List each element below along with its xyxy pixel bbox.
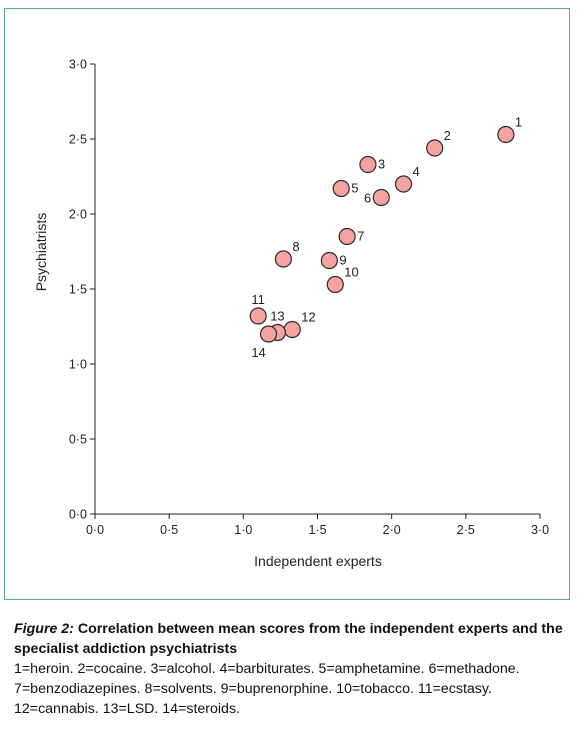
x-tick-label: 2·5: [457, 523, 475, 537]
data-point-9: [320, 251, 338, 270]
data-label-13: 13: [270, 309, 284, 324]
data-point-2: [426, 139, 444, 157]
data-label-2: 2: [444, 128, 451, 143]
caption-figure-label: Figure 2:: [14, 621, 74, 637]
y-tick-label: 0·0: [69, 508, 87, 522]
data-point-7: [338, 227, 356, 246]
ticks: 0·00·0 0·5 0·5 1·0 1·0 1·5 1·5 2·0 2·0 2·5 2·5 3·0 3…: [69, 58, 549, 538]
x-tick-label: 1·5: [308, 523, 326, 537]
y-tick-label: 2·0: [69, 208, 87, 222]
data-label-11: 11: [251, 292, 265, 307]
data-label-1: 1: [515, 115, 522, 130]
data-label-9: 9: [339, 253, 346, 268]
data-label-10: 10: [344, 265, 358, 280]
figure-caption: Figure 2: Correlation between mean score…: [14, 619, 574, 719]
data-point-10: [326, 275, 344, 294]
data-label-7: 7: [357, 229, 364, 244]
data-point-8: [274, 250, 292, 268]
x-tick-label: 3·0: [531, 523, 549, 537]
data-point-3: [359, 155, 377, 174]
y-tick-label: 2·5: [69, 133, 87, 147]
y-tick-label: 1·0: [69, 358, 87, 372]
data-point-6: [372, 188, 390, 207]
x-tick-label: 0·0: [86, 523, 104, 537]
x-tick-label: 2·0: [383, 523, 401, 537]
data-point-4: [394, 175, 413, 193]
x-tick-label: 1·0: [234, 523, 252, 537]
x-tick-label: 0·5: [160, 523, 178, 537]
data-label-12: 12: [301, 310, 315, 325]
data-label-14: 14: [251, 345, 265, 360]
data-label-4: 4: [413, 164, 420, 179]
scatter-chart: 0·00·0 0·5 0·5 1·0 1·0 1·5 1·5 2·0 2·0 2·5 2·5 3·0 3…: [33, 58, 549, 570]
y-tick-label: 1·5: [69, 283, 87, 297]
data-point-12: [283, 320, 301, 339]
caption-title: Correlation between mean scores from the…: [14, 621, 563, 657]
caption-legend: 1=heroin. 2=cocaine. 3=alcohol. 4=barbit…: [14, 661, 520, 717]
caption-heading: Figure 2: Correlation between mean score…: [14, 619, 574, 659]
x-axis-label: Independent experts: [254, 553, 382, 569]
data-point-1: [497, 125, 515, 144]
data-point-14: [259, 325, 278, 343]
axes: [94, 64, 540, 515]
figure-frame: [4, 8, 570, 600]
y-tick-label: 0·5: [69, 433, 87, 447]
y-axis-label: Psychiatrists: [33, 213, 49, 292]
data-point-5: [332, 179, 350, 198]
y-tick-label: 3·0: [69, 58, 87, 72]
data-point-11: [249, 307, 267, 325]
data-label-6: 6: [364, 191, 371, 206]
data-label-5: 5: [351, 181, 358, 196]
data-label-8: 8: [292, 239, 299, 254]
data-label-3: 3: [378, 157, 385, 172]
